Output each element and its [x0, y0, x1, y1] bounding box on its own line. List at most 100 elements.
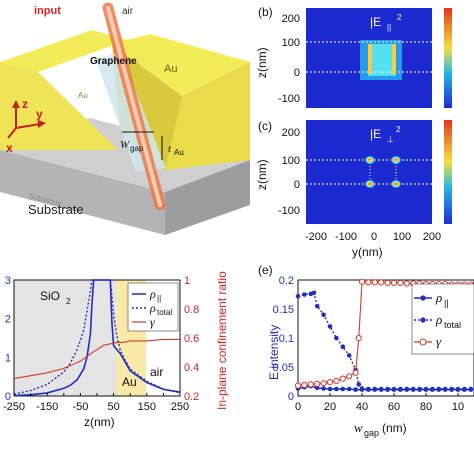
legend-e-rho-par: ρ — [435, 290, 442, 305]
point-e-gamma — [378, 279, 385, 286]
panel-d-xtick: -250 — [3, 401, 25, 413]
region-au: Au — [122, 375, 137, 389]
point-e-gamma — [301, 381, 308, 389]
point-e-gamma — [371, 279, 378, 286]
panel-b-title-sub: || — [387, 23, 391, 32]
legend-d-rho-par-sub: || — [157, 294, 161, 303]
panel-c-colorbar — [444, 120, 452, 224]
point-e-rho_total — [462, 386, 467, 392]
panel-c-label: (c) — [258, 119, 272, 133]
point-e-gamma — [397, 279, 404, 286]
panel-d-ytick-left: 1 — [5, 352, 11, 364]
panel-b-colorbar — [444, 8, 452, 108]
panel-e-ytick: 0.15 — [273, 304, 294, 316]
point-e-rho_total — [356, 382, 362, 387]
point-e-rho_par — [340, 386, 346, 392]
point-e-gamma — [346, 373, 353, 380]
point-e-rho_total — [430, 386, 435, 392]
point-e-rho_total — [302, 292, 307, 297]
panel-d-ytick-right: 0.8 — [184, 304, 199, 316]
panel-b-title-sup: 2 — [397, 13, 402, 22]
legend-d-rho-par: ρ — [149, 287, 156, 301]
panel-b-ytick: 0 — [294, 67, 300, 79]
point-e-rho_total — [423, 386, 429, 392]
panel-c-xtick: -100 — [335, 231, 357, 243]
panel-d-ticks: -250 -150 -50 50 150 250 0 1 2 3 0.2 0.4 0.6 0.8 1 — [3, 275, 199, 413]
gold-right-top — [112, 34, 250, 96]
panel-e-xtick: 60 — [388, 401, 400, 413]
legend-e-rho-total-sub: total — [444, 320, 461, 330]
gold-left-front — [0, 62, 118, 150]
panel-b-core — [368, 44, 396, 76]
point-e-rho_total — [311, 290, 317, 296]
point-e-gamma — [307, 381, 314, 388]
panel-a-schematic: input air Graphene Au Au W gap t Au Subs… — [0, 2, 250, 235]
panel-c-title: |E ⊥ 2 — [370, 125, 401, 144]
panel-b-ytick: 200 — [282, 13, 300, 25]
point-e-rho_total — [404, 386, 410, 392]
panel-e-xtick: 0 — [295, 401, 301, 413]
substrate-side — [165, 160, 250, 235]
legend-e-rho-par-sub: || — [444, 298, 449, 308]
panel-c-xtick: 200 — [423, 231, 441, 243]
panel-b-label: (b) — [258, 5, 273, 19]
panel-b-title-text: |E — [370, 15, 381, 29]
wgap-sub: gap — [130, 144, 144, 153]
label-air: air — [122, 6, 134, 17]
axis-label-z: z — [22, 97, 28, 111]
point-e-rho_total — [295, 293, 301, 299]
legend-d-rho-total-sub: total — [157, 308, 172, 317]
panel-c-ytick: -100 — [278, 205, 300, 217]
point-e-gamma — [352, 369, 359, 376]
point-e-rho_total — [314, 303, 320, 309]
point-e-rho_par — [346, 386, 352, 392]
legend-e-rho-total: ρ — [435, 312, 442, 327]
panel-e-xlabel-w: w — [354, 420, 363, 435]
fiber-core — [106, 6, 162, 207]
panel-e-ylabel: E intensity — [267, 325, 281, 380]
point-e-rho_par — [334, 386, 339, 392]
point-e-rho_total — [378, 386, 384, 392]
hotspot-4 — [391, 180, 401, 188]
legend-d-rho-total: ρ — [149, 301, 156, 315]
series-rho_total — [13, 279, 181, 395]
label-input: input — [34, 5, 61, 17]
point-e-rho_total — [449, 386, 454, 392]
panel-d-series — [13, 279, 181, 397]
series-e-rho_total — [297, 291, 471, 390]
panel-e-xlabel-unit: (nm) — [382, 421, 407, 435]
point-e-gamma — [294, 382, 302, 389]
panel-d-chart: -250 -150 -50 50 150 250 0 1 2 3 0.2 0.4 0.6 0.8 1 SiO… — [3, 271, 229, 429]
label-tau: t Au — [161, 136, 184, 160]
label-au-small: Au — [78, 91, 88, 100]
point-e-rho_par — [327, 386, 333, 392]
panel-c-map — [306, 120, 432, 224]
panel-c-title-text: |E — [370, 127, 381, 141]
label-substrate: Substrate — [28, 202, 84, 217]
panel-c-xtick: 100 — [393, 231, 411, 243]
panel-e-xtick: 10 — [452, 401, 464, 413]
point-e-gamma — [355, 334, 362, 342]
point-e-rho_total — [372, 386, 378, 392]
point-e-rho_total — [391, 386, 397, 392]
panel-e-xtick: 20 — [324, 401, 336, 413]
point-e-rho_total — [410, 386, 416, 392]
point-e-gamma — [314, 380, 321, 387]
panel-e-ytick: 0.05 — [273, 362, 294, 374]
axis-label-y: y — [36, 107, 43, 121]
wgap-text: W — [120, 139, 130, 151]
panel-d-ytick-left: 0 — [5, 391, 11, 403]
panel-d-ytick-right: 1 — [184, 275, 190, 287]
panel-e-series — [294, 278, 474, 392]
substrate-front — [0, 150, 165, 235]
hotspot-3 — [365, 180, 375, 188]
panel-d-region-labels: SiO 2 Au air — [40, 289, 163, 389]
panel-c-ticks: 200 100 0 -100 -200 -100 0 100 200 — [278, 127, 441, 243]
panel-e-xlabel: w gap (nm) — [354, 420, 407, 438]
panel-d-legend: ρ || ρ total γ — [127, 282, 179, 332]
panel-d-ytick-right: 0.4 — [184, 362, 199, 374]
panel-c-title-sub: ⊥ — [387, 135, 394, 144]
